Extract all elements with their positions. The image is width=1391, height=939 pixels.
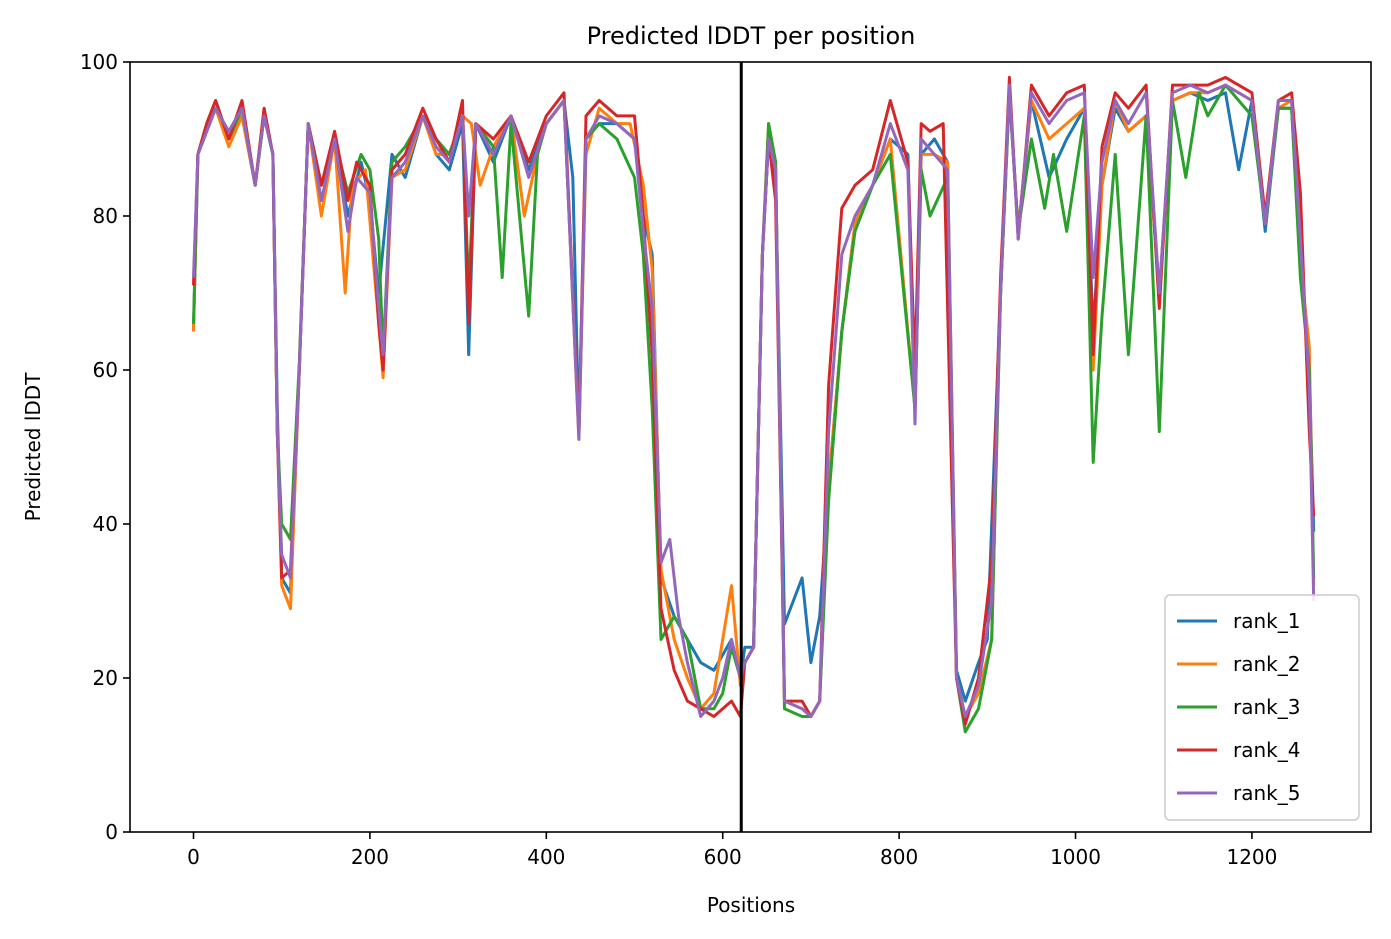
x-tick-label: 400: [527, 845, 565, 869]
y-tick-label: 0: [105, 820, 118, 844]
x-axis-label: Positions: [707, 893, 795, 917]
legend-box: [1164, 594, 1360, 821]
x-tick-label: 800: [880, 845, 918, 869]
x-tick-label: 1200: [1226, 845, 1277, 869]
y-tick-label: 40: [93, 512, 118, 536]
legend-label-rank_3: rank_3: [1233, 695, 1300, 719]
y-tick-label: 60: [93, 358, 118, 382]
plot-area: [192, 62, 1316, 832]
legend-label-rank_1: rank_1: [1233, 609, 1300, 633]
y-tick-label: 100: [80, 50, 118, 74]
legend-label-rank_2: rank_2: [1233, 652, 1300, 676]
series-line-rank_5: [192, 83, 1316, 718]
legend-label-rank_4: rank_4: [1233, 738, 1300, 762]
y-axis-label: Predicted lDDT: [21, 372, 45, 522]
x-tick-label: 0: [187, 845, 200, 869]
x-tick-label: 200: [351, 845, 389, 869]
series-line-rank_4: [192, 75, 1316, 726]
axes: 0 200 400 600 800 1000 1200 0 20 40 60 80 100: [80, 50, 1278, 869]
y-tick-label: 80: [93, 204, 118, 228]
y-tick-label: 20: [93, 666, 118, 690]
x-tick-label: 600: [704, 845, 742, 869]
legend: rank_1 rank_2 rank_3 rank_4 rank_5: [1164, 594, 1360, 821]
chart-title: Predicted lDDT per position: [587, 22, 916, 50]
plot-frame: [129, 61, 1372, 833]
legend-label-rank_5: rank_5: [1233, 781, 1300, 805]
x-tick-label: 1000: [1050, 845, 1101, 869]
